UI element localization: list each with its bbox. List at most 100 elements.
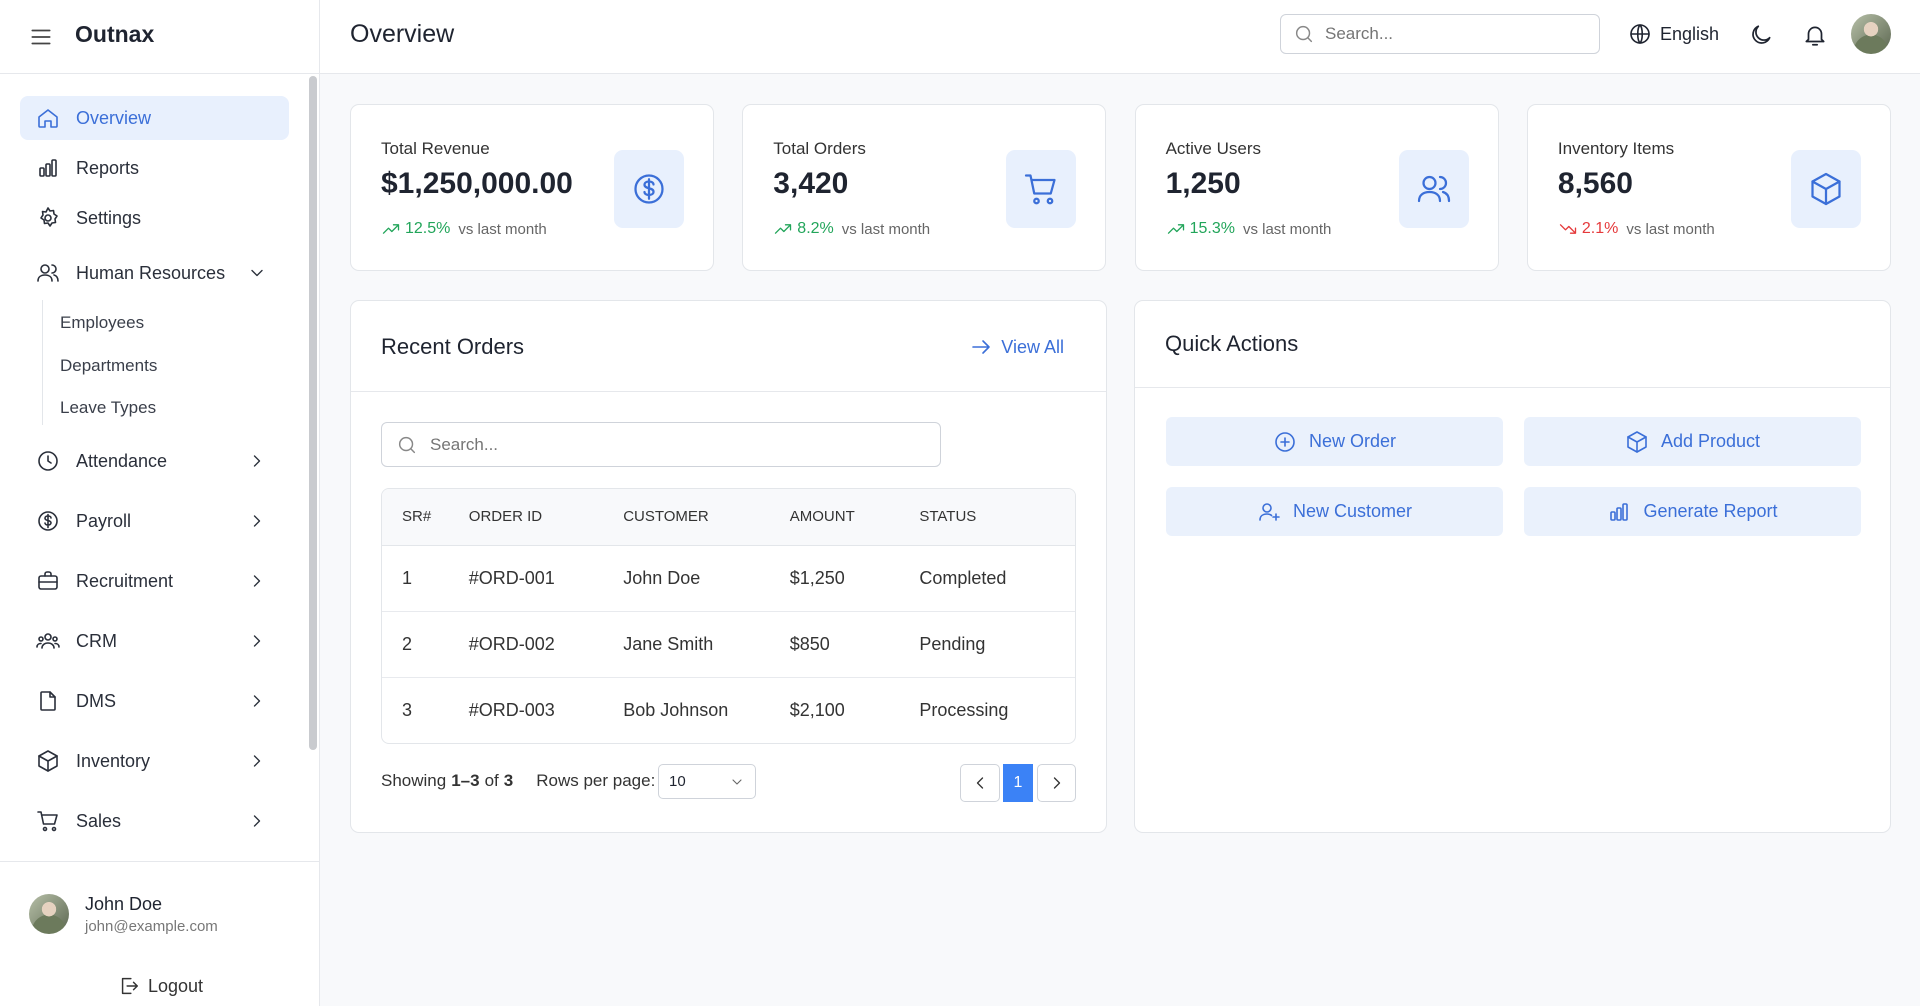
search-input[interactable] [428,433,908,456]
sub-nav-item[interactable]: Employees [60,313,145,332]
cell: 1 [382,545,469,612]
theme-toggle[interactable] [1748,22,1776,50]
icon [121,977,138,995]
action-label: New Customer [1292,501,1413,521]
nav-item[interactable]: Attendance [20,439,289,483]
search-input[interactable] [1323,23,1583,45]
rows-per-page-label: Rows per page: [536,771,656,790]
search-box[interactable] [381,422,941,467]
icon [1275,431,1295,452]
nav-label: Recruitment [76,570,174,591]
view-all[interactable]: View All [969,335,1064,359]
next-page[interactable] [1037,764,1076,802]
stat-change: 15.3% vs last month [1166,219,1331,239]
icon [1417,175,1450,203]
nav-item[interactable]: Human Resources [20,251,289,295]
sidebar: Outnax Overview Reports Settings Human Resou… [0,0,320,1006]
icon [398,436,416,453]
orders-table: SR# ORDER ID CUSTOMER AMOUNT STATUS 1 #ORD-001… [382,489,1075,743]
action-button[interactable]: New Order [1166,417,1503,466]
cell: #ORD-001 [468,545,624,612]
page-number: 1 [1013,774,1023,791]
order-row[interactable]: 3 #ORD-003 Bob Johnson $2,100 Processing [382,677,1075,743]
nav-item[interactable]: Inventory [20,739,289,783]
nav-item[interactable]: CRM [20,619,289,663]
column-header: CUSTOMER [623,489,790,546]
nav-item[interactable]: Reports [20,146,289,190]
icon [634,174,664,204]
icon [37,811,58,832]
stat-value: 3,420 [773,167,849,200]
stat-change-value: 2.1% [1581,220,1619,237]
current-page[interactable]: 1 [1003,764,1033,802]
icon [382,224,400,234]
user-email: john@example.com [85,918,218,935]
icon [36,633,60,649]
column-header: STATUS [919,489,1075,546]
icon [31,29,51,45]
language[interactable]: English [1628,22,1719,46]
icon [1025,174,1056,205]
icon [253,635,261,647]
action-button[interactable]: Generate Report [1524,487,1861,536]
nav-item[interactable]: Overview [20,96,289,140]
prev-page[interactable] [960,764,1000,802]
divider [0,861,320,862]
of-label: of [484,771,499,790]
cell: Pending [919,611,1075,678]
stat-label: Inventory Items [1557,139,1675,158]
stat-change-value: 15.3% [1189,220,1235,237]
stat-label: Total Orders [773,139,866,158]
icon [39,159,57,177]
stat-value: $1,250,000.00 [381,167,573,200]
stat-label: Active Users [1165,139,1262,158]
nav-item[interactable]: DMS [20,679,289,723]
order-row[interactable]: 2 #ORD-002 Jane Smith $850 Pending [382,611,1075,678]
column-header: SR# [382,489,469,546]
icon [775,224,792,234]
column-header: ORDER ID [468,489,624,546]
icon [1627,430,1647,453]
icon [253,515,261,527]
icon [1295,25,1313,43]
cell: Jane Smith [623,611,790,678]
table-head: SR# ORDER ID CUSTOMER AMOUNT STATUS [382,489,1075,546]
sub-divider [42,300,43,425]
cell: #ORD-002 [468,611,624,678]
icon [1053,777,1060,789]
stat-change: 2.1% vs last month [1558,219,1715,239]
sub-nav-item[interactable]: Leave Types [60,398,157,417]
icon [38,750,58,772]
icon [1811,172,1841,206]
main: Total Revenue $1,250,000.00 12.5% vs last m… [320,74,1920,1006]
nav-item[interactable]: Sales [20,799,289,843]
icon [253,755,261,767]
action-button[interactable]: Add Product [1524,417,1861,466]
avatar [29,894,69,934]
nav-item[interactable]: Payroll [20,499,289,543]
nav-label: Human Resources [76,262,226,283]
cell: Processing [919,699,1009,720]
icon [976,777,984,789]
stat-value: 1,250 [1165,167,1241,200]
search-box[interactable] [1280,14,1600,54]
pagination-info: Showing 1–3 of 3 Rows per page: [381,771,655,791]
nav-item[interactable]: Settings [20,196,289,240]
icon [1559,224,1577,234]
sub-nav-item[interactable]: Departments [60,356,158,375]
action-button[interactable]: New Customer [1166,487,1503,536]
divider [1135,387,1890,388]
view-all-label: View All [1001,336,1064,357]
action-label: Add Product [1660,431,1761,451]
notifications[interactable] [1802,22,1830,50]
brand: Outnax [75,21,155,47]
action-label: New Order [1308,431,1397,451]
action-label: Generate Report [1643,501,1778,521]
nav-label: Reports [76,157,140,178]
icon [1610,502,1629,521]
logout[interactable]: Logout [118,975,203,997]
order-row[interactable]: 1 #ORD-001 John Doe $1,250 Completed [382,545,1075,612]
page-size-select[interactable]: 10 [658,764,756,799]
icon [253,815,261,827]
nav-item[interactable]: Recruitment [20,559,289,603]
